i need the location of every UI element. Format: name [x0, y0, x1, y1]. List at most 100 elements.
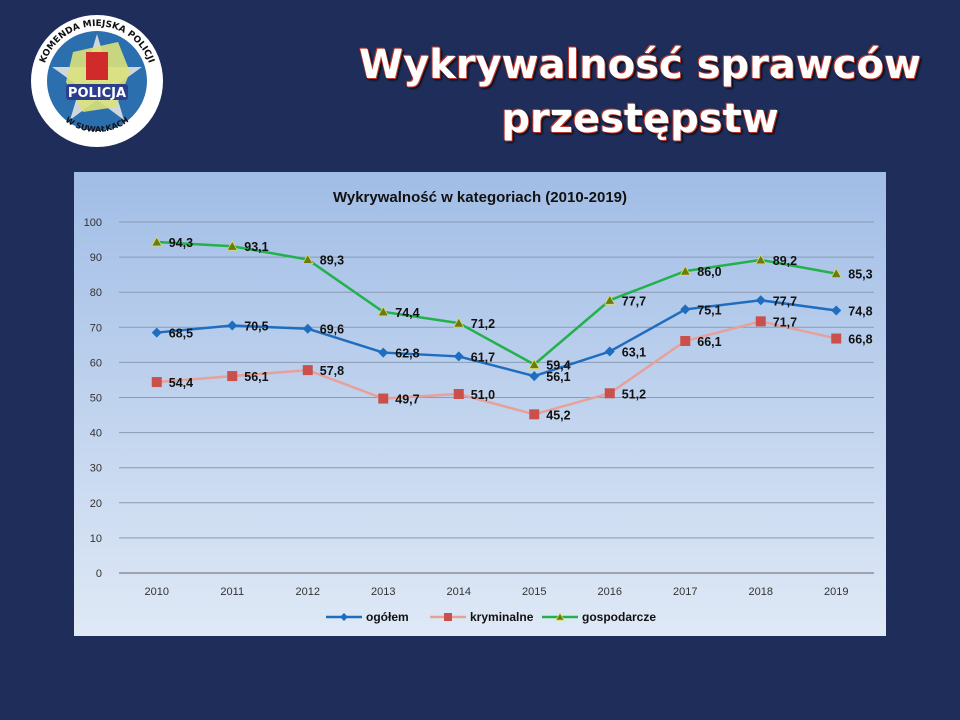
x-tick-label: 2013	[371, 586, 395, 598]
data-label: 71,2	[471, 317, 495, 331]
square-marker	[604, 388, 615, 399]
x-tick-label: 2012	[296, 586, 320, 598]
diamond-marker	[831, 305, 842, 316]
y-tick-label: 100	[84, 217, 102, 229]
data-label: 89,3	[320, 254, 344, 268]
y-tick-label: 80	[90, 287, 102, 299]
y-tick-label: 40	[90, 428, 102, 440]
chart-area: Wykrywalność w kategoriach (2010-2019) 0…	[74, 172, 886, 636]
square-marker	[151, 377, 162, 388]
triangle-marker	[528, 358, 540, 369]
data-label: 59,4	[546, 359, 570, 373]
diamond-marker	[604, 346, 615, 357]
data-label: 51,2	[622, 387, 646, 401]
title-line-2: przestępstw	[501, 96, 779, 142]
x-tick-label: 2015	[522, 586, 546, 598]
series-line-gospodarcze	[156, 240, 837, 367]
diamond-marker	[151, 327, 162, 338]
triangle-marker	[755, 254, 767, 265]
data-label: 68,5	[169, 327, 193, 341]
triangle-marker	[377, 306, 389, 317]
triangle-marker	[302, 253, 314, 264]
slide-title: Wykrywalność sprawców przestępstw	[330, 38, 950, 146]
data-label: 85,3	[848, 268, 872, 282]
square-marker	[227, 371, 238, 382]
data-label: 74,8	[848, 304, 872, 318]
y-tick-label: 0	[96, 568, 102, 580]
y-tick-label: 30	[90, 463, 102, 475]
data-label: 75,1	[697, 303, 721, 317]
x-tick-label: 2011	[220, 586, 244, 598]
square-marker	[453, 388, 464, 399]
x-tick-label: 2019	[824, 586, 848, 598]
y-tick-label: 60	[90, 357, 102, 369]
title-line-1: Wykrywalność sprawców	[359, 42, 921, 88]
y-tick-label: 90	[90, 252, 102, 264]
diamond-marker	[378, 347, 389, 358]
triangle-marker	[830, 267, 842, 278]
y-tick-label: 70	[90, 322, 102, 334]
diamond-marker	[340, 613, 348, 621]
diamond-marker	[227, 320, 238, 331]
data-label: 63,1	[622, 346, 646, 360]
data-label: 56,1	[244, 370, 268, 384]
logo-text-center: POLICJA	[68, 86, 126, 101]
data-label: 77,7	[622, 294, 646, 308]
triangle-marker	[679, 265, 691, 276]
data-label: 77,7	[773, 294, 797, 308]
x-tick-label: 2016	[598, 586, 622, 598]
series-gospodarcze: 94,3 93,1 89,3 74,4 71,2 59,4 77,7 86,0 89,2 85,3	[151, 236, 873, 373]
diamond-marker	[302, 323, 313, 334]
y-tick-label: 20	[90, 498, 102, 510]
square-marker	[755, 316, 766, 327]
data-label: 86,0	[697, 265, 721, 279]
chart-title: Wykrywalność w kategoriach (2010-2019)	[333, 189, 627, 206]
police-logo: POLICJA KOMENDA MIEJSKA POLICJI W SUWAŁK…	[29, 13, 165, 149]
series-line-kryminalne	[156, 320, 837, 416]
square-marker	[529, 409, 540, 420]
diamond-marker	[453, 351, 464, 362]
triangle-marker	[151, 236, 163, 247]
line-chart: Wykrywalność w kategoriach (2010-2019) 0…	[84, 189, 874, 624]
diamond-marker	[680, 304, 691, 315]
legend-label-ogółem: ogółem	[366, 610, 409, 624]
square-marker	[831, 333, 842, 344]
data-label: 71,7	[773, 315, 797, 329]
data-label: 69,6	[320, 323, 344, 337]
data-label: 54,4	[169, 376, 193, 390]
x-tick-label: 2010	[145, 586, 169, 598]
data-label: 94,3	[169, 236, 193, 250]
triangle-marker	[555, 612, 565, 621]
diamond-marker	[755, 295, 766, 306]
data-label: 74,4	[395, 306, 419, 320]
square-marker	[302, 365, 313, 376]
series-kryminalne: 54,4 56,1 57,8 49,7 51,0 45,2 51,2 66,1 71,7 66,8	[151, 315, 873, 422]
data-label: 93,1	[244, 240, 268, 254]
data-label: 45,2	[546, 408, 570, 422]
data-label: 61,7	[471, 350, 495, 364]
series-line-ogółem	[156, 299, 837, 378]
square-marker	[444, 613, 452, 621]
square-marker	[378, 393, 389, 404]
data-label: 70,5	[244, 320, 268, 334]
series-ogółem: 68,5 70,5 69,6 62,8 61,7 56,1 63,1 75,1 77,7 74,8	[151, 294, 873, 384]
legend-label-kryminalne: kryminalne	[470, 610, 534, 624]
data-label: 89,2	[773, 254, 797, 268]
square-marker	[680, 335, 691, 346]
x-tick-label: 2014	[447, 586, 471, 598]
data-label: 56,1	[546, 370, 570, 384]
data-label: 57,8	[320, 364, 344, 378]
data-label: 51,0	[471, 388, 495, 402]
data-label: 62,8	[395, 347, 419, 361]
legend-label-gospodarcze: gospodarcze	[582, 610, 656, 624]
data-label: 49,7	[395, 393, 419, 407]
x-tick-label: 2017	[673, 586, 697, 598]
triangle-marker	[226, 240, 238, 251]
y-tick-label: 10	[90, 533, 102, 545]
triangle-marker	[453, 317, 465, 328]
x-tick-label: 2018	[749, 586, 773, 598]
data-label: 66,1	[697, 335, 721, 349]
data-label: 66,8	[848, 333, 872, 347]
triangle-marker	[604, 294, 616, 305]
y-tick-label: 50	[90, 393, 102, 405]
